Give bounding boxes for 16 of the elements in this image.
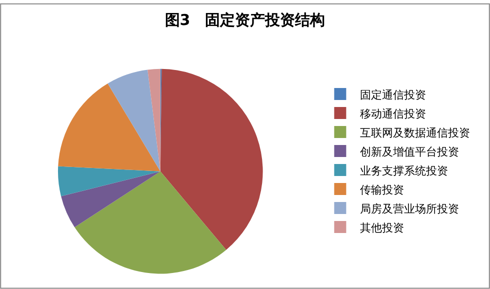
legend-label: 业务支撑系统投资 xyxy=(360,164,448,178)
legend-label: 传输投资 xyxy=(360,183,404,196)
legend-label: 创新及增值平台投资 xyxy=(360,145,460,158)
legend-label: 其他投资 xyxy=(360,221,404,234)
legend-label: 互联网及数据通信投资 xyxy=(360,126,470,140)
pie-slice xyxy=(58,166,160,196)
pie-slice xyxy=(61,171,160,228)
pie-slice xyxy=(108,70,160,172)
chart-title: 图3 固定资产投资结构 xyxy=(164,10,326,29)
pie-slice xyxy=(148,68,160,172)
pie-slice xyxy=(74,171,226,274)
legend-label: 固定通信投资 xyxy=(360,88,426,102)
pie-slice xyxy=(160,68,263,250)
pie-slice xyxy=(58,84,160,172)
legend-label: 局房及营业场所投资 xyxy=(360,202,460,216)
legend-label: 移动通信投资 xyxy=(360,107,426,120)
